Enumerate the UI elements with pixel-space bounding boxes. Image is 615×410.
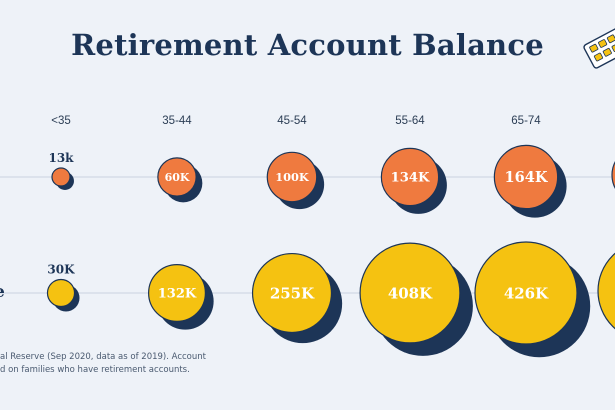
footnote-line-2: d on families who have retirement accoun… [0,365,190,375]
footnote-line-1: al Reserve (Sep 2020, data as of 2019). … [0,352,206,362]
bubble-0-4 [493,144,559,210]
bubble-1-2 [251,252,333,334]
bubble-label-1-2: 255K [270,284,315,302]
bubble-label-0-3: 134K [391,171,430,186]
bubble-0-0 [51,167,71,187]
calculator-key-1 [598,39,608,48]
bubble-label-1-4: 426K [504,284,549,302]
age-label-3: 55-64 [395,115,425,127]
age-label-4: 65-74 [511,115,541,127]
partial-bubble-yellow [597,252,615,330]
bubble-label-0-4: 164K [504,169,548,186]
calculator-key-3 [593,52,604,62]
bubble-label-0-0: 13k [48,151,74,165]
bubble-1-0 [46,278,76,308]
calculator-key-4 [602,47,612,57]
bubble-1-4 [474,241,578,345]
bubble-label-0-1: 60K [165,171,190,184]
bubble-label-1-0: 30K [47,262,75,276]
calculator-body [583,27,615,69]
calculator-key-0 [589,43,599,53]
chart-title: Retirement Account Balance [71,28,544,62]
age-label-0: <35 [51,115,71,127]
footnote: al Reserve (Sep 2020, data as of 2019). … [0,351,260,377]
bubble-label-0-2: 100K [275,170,310,184]
age-label-1: 35-44 [162,115,192,127]
partial-bubble-orange [611,161,615,189]
calculator-icon [583,27,615,69]
bubble-label-1-3: 408K [388,284,433,302]
bubble-1-1 [148,264,206,322]
age-label-2: 45-54 [277,115,307,127]
bubble-0-2 [266,151,318,203]
bubble-label-1-1: 132K [158,287,197,302]
bubble-1-3 [359,242,461,344]
row-label-partial: e [0,282,5,302]
bubble-0-1 [157,157,197,197]
bubble-0-3 [380,147,440,207]
